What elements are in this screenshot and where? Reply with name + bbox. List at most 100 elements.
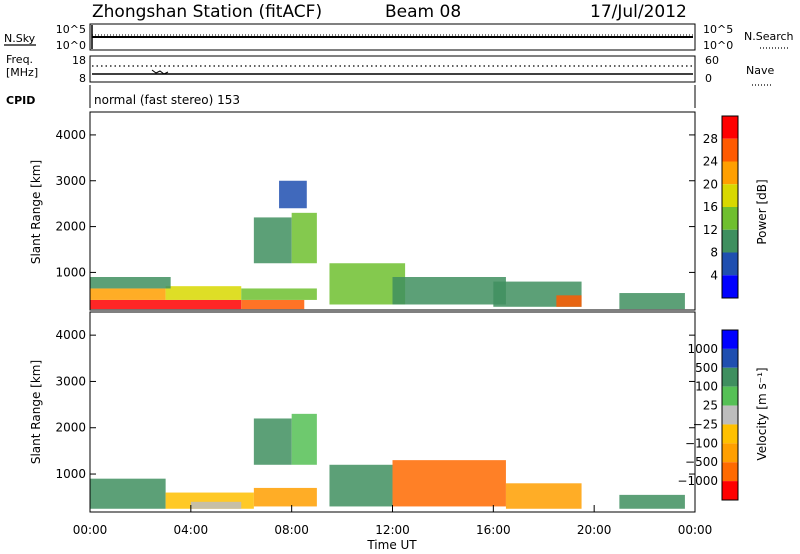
beam-label: Beam 08 (385, 2, 461, 22)
velocity-y-tick-label: 4000 (55, 328, 86, 342)
power-colorbar-swatch (722, 138, 738, 162)
power-colorbar-tick: 12 (703, 223, 718, 237)
freq-unit-label: [MHz] (6, 66, 38, 79)
power-echo-region-7 (291, 212, 317, 264)
power-colorbar-label: Power [dB] (755, 179, 769, 244)
power-y-tick-label: 2000 (55, 220, 86, 234)
power-colorbar: 28 24 20 16 12 8 4 (703, 115, 739, 299)
time-tick-label: 12:00 (375, 523, 410, 537)
freq-tick-bottom: 8 (79, 72, 86, 85)
power-colorbar-tick: 24 (703, 155, 718, 169)
velocity-colorbar-swatch (722, 424, 738, 444)
velocity-colorbar-tick: −1000 (677, 474, 718, 488)
nave-tick-top: 60 (705, 54, 719, 67)
power-y-tick-label: 4000 (55, 128, 86, 142)
power-y-tick-label: 1000 (55, 265, 86, 279)
date-label: 17/Jul/2012 (590, 2, 687, 22)
power-data-layer (90, 180, 685, 310)
power-colorbar-swatch (722, 275, 738, 298)
cpid-label: CPID (6, 94, 35, 107)
power-colorbar-frame (721, 115, 739, 299)
velocity-echo-region-6 (329, 464, 393, 507)
velocity-colorbar-tick: −100 (685, 436, 718, 450)
velocity-colorbar-tick: 100 (695, 380, 718, 394)
time-tick-label: 04:00 (174, 523, 209, 537)
velocity-echo-region-4 (253, 418, 292, 465)
power-echo-region-6 (253, 217, 292, 264)
power-colorbar-tick: 20 (703, 177, 718, 191)
velocity-colorbar-swatch (722, 405, 738, 425)
velocity-y-tick-label: 3000 (55, 374, 86, 388)
time-tick-label: 20:00 (577, 523, 612, 537)
velocity-colorbar-frame (721, 329, 739, 501)
velocity-colorbar-tick: −25 (693, 417, 718, 431)
velocity-colorbar-tick: 25 (703, 399, 718, 413)
time-tick-label: 08:00 (274, 523, 309, 537)
noise-tick-bottom-left: 10^0 (56, 39, 86, 52)
velocity-colorbar-swatch (722, 481, 738, 500)
velocity-colorbar-tick: 1000 (687, 342, 718, 356)
velocity-colorbar-swatch (722, 443, 738, 463)
time-tick-label: 00:00 (678, 523, 713, 537)
velocity-colorbar-swatch (722, 386, 738, 406)
velocity-colorbar-swatch (722, 367, 738, 387)
velocity-echo-region-5 (291, 413, 317, 465)
noise-panel-frame (89, 23, 696, 51)
velocity-echo-region-2 (190, 501, 242, 509)
velocity-x-axis: 00:00 04:00 08:00 12:00 16:00 20:00 00:00 (73, 505, 713, 537)
velocity-colorbar-swatch (722, 348, 738, 368)
station-title: Zhongshan Station (fitACF) (92, 2, 322, 22)
velocity-panel: 1000 2000 3000 4000 00:00 04:00 08:00 12:00 16:… (29, 311, 769, 552)
velocity-echo-region-3 (253, 487, 317, 507)
velocity-y-tick-label: 2000 (55, 421, 86, 435)
velocity-colorbar-tick: −500 (685, 455, 718, 469)
power-colorbar-swatch (722, 116, 738, 139)
freq-label: Freq. (6, 53, 33, 66)
power-colorbar-swatch (722, 161, 738, 185)
velocity-echo-region-8 (505, 483, 582, 509)
nsky-label: N.Sky (4, 32, 36, 45)
noise-tick-top-left: 10^5 (56, 23, 86, 36)
freq-tick-top: 18 (72, 54, 86, 67)
power-colorbar-tick: 16 (703, 200, 718, 214)
power-y-tick-label: 3000 (55, 174, 86, 188)
velocity-y-axis-label: Slant Range [km] (29, 360, 43, 464)
power-colorbar-tick: 28 (703, 132, 718, 146)
nave-label: Nave (746, 64, 774, 77)
power-y-axis: 1000 2000 3000 4000 (55, 128, 695, 279)
time-tick-label: 00:00 (73, 523, 108, 537)
power-colorbar-tick: 8 (710, 246, 718, 260)
velocity-y-axis: 1000 2000 3000 4000 (55, 328, 695, 481)
power-y-axis-label: Slant Range [km] (29, 160, 43, 264)
power-echo-region-4 (241, 299, 305, 310)
nsearch-label: N.Search (744, 30, 794, 43)
power-colorbar-swatch (722, 207, 738, 230)
velocity-echo-region-9 (619, 494, 685, 509)
power-colorbar-swatch (722, 184, 738, 207)
power-echo-region-2 (165, 286, 242, 300)
velocity-data-layer (90, 413, 685, 509)
power-panel: 1000 2000 3000 4000 Slant Range [km] 28 24 20… (29, 111, 769, 311)
velocity-colorbar: 1000 500 100 25 −25 −100 −500 −1000 (677, 329, 739, 501)
velocity-echo-region-0 (90, 478, 166, 509)
cpid-text: normal (fast stereo) 153 (94, 93, 240, 107)
power-colorbar-swatch (722, 252, 738, 276)
velocity-colorbar-swatch (722, 330, 738, 349)
power-echo-region-10 (392, 277, 506, 305)
nave-tick-bottom: 0 (705, 72, 712, 85)
power-colorbar-swatch (722, 229, 738, 253)
power-echo-region-8 (279, 180, 307, 209)
power-echo-region-12 (556, 295, 582, 307)
power-echo-region-1 (90, 288, 166, 300)
power-echo-region-3 (90, 277, 171, 289)
noise-tick-bottom-right: 10^0 (703, 39, 733, 52)
velocity-colorbar-tick: 500 (695, 361, 718, 375)
velocity-colorbar-swatch (722, 462, 738, 482)
time-tick-label: 16:00 (476, 523, 511, 537)
time-axis-label: Time UT (366, 538, 417, 552)
power-echo-region-5 (241, 288, 317, 300)
velocity-y-tick-label: 1000 (55, 467, 86, 481)
power-echo-region-0 (90, 299, 242, 310)
velocity-colorbar-label: Velocity [m s⁻¹] (755, 367, 769, 460)
